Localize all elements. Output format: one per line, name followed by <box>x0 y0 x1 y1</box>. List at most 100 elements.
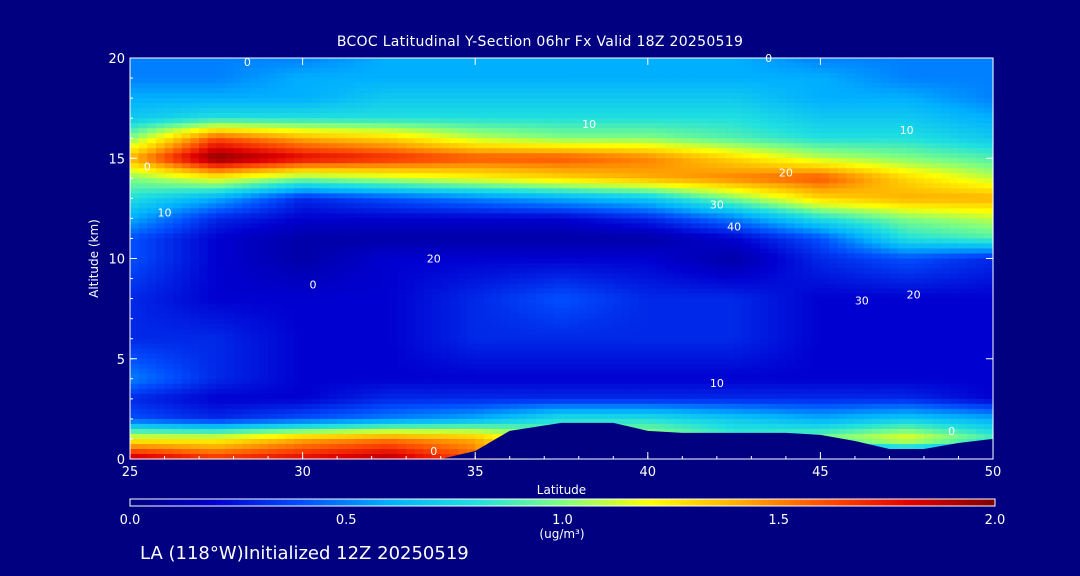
heatmap-cell <box>665 158 675 164</box>
heatmap-cell <box>794 73 804 79</box>
heatmap-cell <box>811 223 821 230</box>
heatmap-cell <box>725 183 735 189</box>
heatmap-cell <box>751 293 761 300</box>
heatmap-cell <box>829 83 839 89</box>
heatmap-cell <box>621 213 632 219</box>
heatmap-cell <box>915 288 925 295</box>
heatmap-cell <box>147 213 157 219</box>
heatmap-cell <box>259 143 269 149</box>
heatmap-cell <box>147 68 157 74</box>
heatmap-cell <box>759 123 770 129</box>
heatmap-cell <box>768 83 778 89</box>
heatmap-cell <box>647 228 658 235</box>
heatmap-cell <box>941 138 951 144</box>
heatmap-cell <box>811 103 821 109</box>
heatmap-cell <box>647 193 658 199</box>
heatmap-cell <box>742 193 752 199</box>
heatmap-cell <box>604 258 614 265</box>
heatmap-cell <box>423 258 433 265</box>
heatmap-cell <box>673 268 683 275</box>
heatmap-cell <box>967 143 977 149</box>
heatmap-cell <box>803 163 813 169</box>
heatmap-cell <box>785 123 796 129</box>
heatmap-cell <box>414 183 425 189</box>
heatmap-cell <box>311 273 321 280</box>
heatmap-cell <box>457 238 468 245</box>
heatmap-cell <box>570 113 580 119</box>
heatmap-cell <box>587 153 597 159</box>
heatmap-cell <box>829 193 839 199</box>
heatmap-cell <box>276 278 286 285</box>
heatmap-cell <box>302 78 312 84</box>
heatmap-cell <box>880 303 891 310</box>
heatmap-cell <box>587 303 597 310</box>
heatmap-cell <box>199 273 209 280</box>
heatmap-cell <box>958 113 968 119</box>
heatmap-cell <box>898 303 908 310</box>
heatmap-cell <box>656 273 666 280</box>
heatmap-cell <box>889 138 899 144</box>
heatmap-cell <box>941 273 951 280</box>
heatmap-cell <box>388 243 399 250</box>
heatmap-cell <box>466 173 476 179</box>
heatmap-cell <box>785 288 796 295</box>
heatmap-cell <box>354 103 364 109</box>
heatmap-cell <box>570 253 580 260</box>
heatmap-cell <box>440 193 450 199</box>
heatmap-cell <box>734 173 744 179</box>
heatmap-cell <box>880 283 891 290</box>
heatmap-cell <box>414 168 425 174</box>
heatmap-cell <box>863 293 873 300</box>
heatmap-cell <box>811 68 821 74</box>
heatmap-cell <box>803 118 813 124</box>
heatmap-cell <box>906 83 916 89</box>
heatmap-cell <box>345 213 355 219</box>
heatmap-cell <box>837 163 847 169</box>
heatmap-cell <box>250 183 261 189</box>
heatmap-cell <box>613 128 623 134</box>
heatmap-cell <box>190 293 200 300</box>
heatmap-cell <box>932 78 942 84</box>
heatmap-cell <box>414 203 425 209</box>
heatmap-cell <box>570 293 580 300</box>
heatmap-cell <box>898 288 908 295</box>
heatmap-cell <box>173 288 183 295</box>
heatmap-cell <box>371 188 381 194</box>
heatmap-cell <box>708 108 718 114</box>
heatmap-cell <box>268 273 278 280</box>
heatmap-cell <box>837 98 847 104</box>
heatmap-cell <box>216 93 226 99</box>
heatmap-cell <box>716 158 727 164</box>
heatmap-cell <box>820 293 830 300</box>
heatmap-cell <box>682 143 692 149</box>
heatmap-cell <box>518 93 528 99</box>
heatmap-cell <box>975 288 985 295</box>
heatmap-cell <box>363 268 373 275</box>
heatmap-cell <box>276 158 286 164</box>
heatmap-cell <box>509 133 519 139</box>
heatmap-cell <box>147 138 157 144</box>
heatmap-cell <box>639 223 649 230</box>
heatmap-cell <box>432 133 442 139</box>
heatmap-cell <box>406 163 416 169</box>
heatmap-cell <box>984 113 994 119</box>
heatmap-cell <box>544 283 554 290</box>
heatmap-cell <box>742 218 752 225</box>
heatmap-cell <box>794 158 804 164</box>
heatmap-cell <box>259 208 269 214</box>
heatmap-cell <box>570 263 580 270</box>
heatmap-cell <box>552 83 563 89</box>
heatmap-cell <box>440 78 450 84</box>
heatmap-cell <box>233 253 243 260</box>
heatmap-cell <box>466 193 476 199</box>
heatmap-cell <box>328 168 338 174</box>
heatmap-cell <box>259 133 269 139</box>
heatmap-cell <box>621 228 632 235</box>
heatmap-cell <box>397 153 407 159</box>
heatmap-cell <box>967 158 977 164</box>
heatmap-cell <box>975 123 985 129</box>
heatmap-cell <box>501 153 511 159</box>
heatmap-cell <box>898 238 908 245</box>
heatmap-cell <box>639 133 649 139</box>
heatmap-cell <box>509 268 519 275</box>
